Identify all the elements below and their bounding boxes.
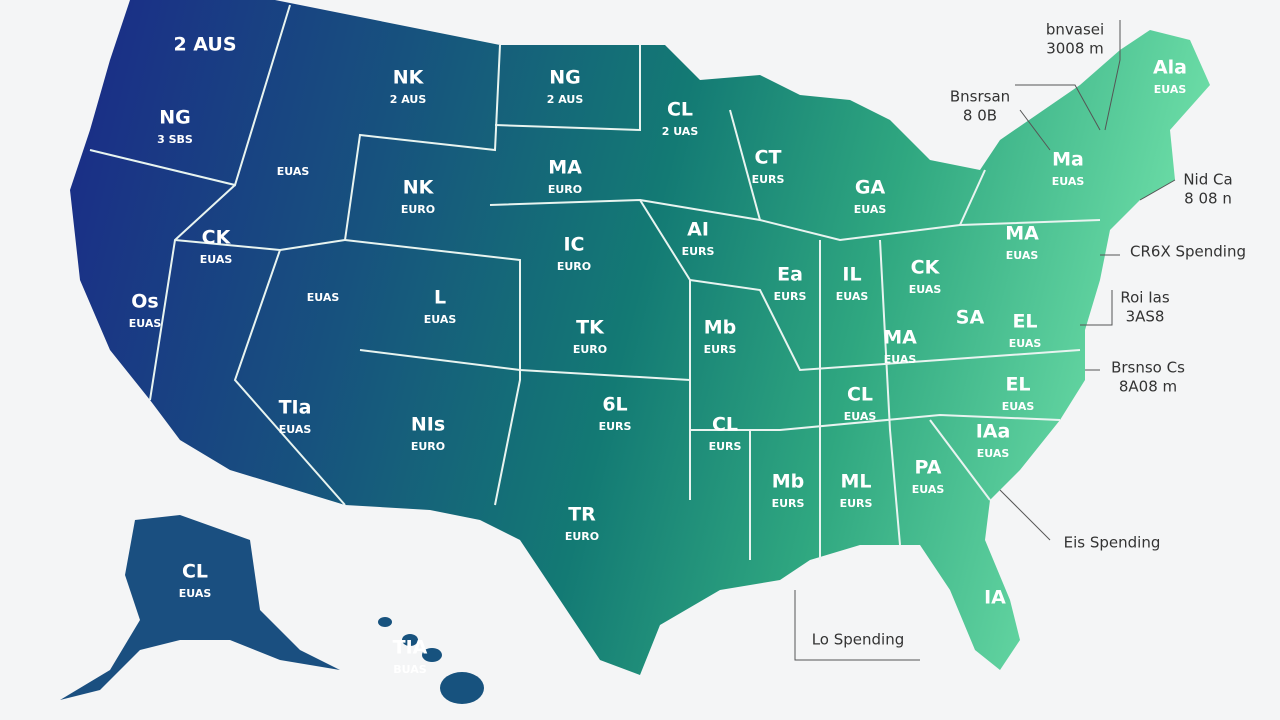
state-value: EUAS: [307, 291, 340, 304]
callout-text: bnvasei: [1046, 21, 1104, 39]
state-label: IC: [563, 234, 584, 256]
state-label: NK: [403, 177, 435, 199]
state-value: EUAS: [977, 447, 1010, 460]
state-value: EUAS: [836, 290, 869, 303]
state-value: EURS: [709, 440, 742, 453]
state-value: EUAS: [1002, 400, 1035, 413]
state-label: 6L: [602, 394, 627, 416]
state-label: TR: [568, 504, 596, 526]
state-value: EURO: [573, 343, 607, 356]
state-value: EURO: [411, 440, 445, 453]
state-value: BUAS: [393, 663, 426, 676]
callout-text: Roi Ias: [1120, 289, 1169, 307]
state-value: EURS: [682, 245, 715, 258]
state-label: Ala: [1153, 57, 1187, 79]
state-label: Mb: [772, 471, 805, 493]
state-value: EURS: [599, 420, 632, 433]
state-label: EL: [1005, 374, 1030, 396]
state-value: EUAS: [912, 483, 945, 496]
state-borders: [89, 4, 1101, 560]
state-label: MA: [883, 327, 917, 349]
state-value: EUAS: [1009, 337, 1042, 350]
state-label: CL: [712, 414, 738, 436]
state-value: EUAS: [279, 423, 312, 436]
state-label: Mb: [704, 317, 737, 339]
state-value: EURS: [752, 173, 785, 186]
state-label: CK: [202, 227, 232, 249]
state-value: EUAS: [200, 253, 233, 266]
state-value: EURS: [704, 343, 737, 356]
state-label: IAa: [976, 421, 1011, 443]
state-label: TIA: [393, 637, 428, 659]
state-value: EURS: [840, 497, 873, 510]
callout-text: 8 08 n: [1184, 190, 1232, 208]
callout-text: Brsnso Cs: [1111, 359, 1185, 377]
state-value: EUAS: [1006, 249, 1039, 262]
state-label: Ma: [1052, 149, 1084, 171]
state-value: EUAS: [277, 165, 310, 178]
callout-text: 3AS8: [1126, 308, 1165, 326]
state-value: EUAS: [1154, 83, 1187, 96]
state-label: TK: [576, 317, 605, 339]
alaska: [60, 515, 340, 700]
callout-text: Bnsrsan: [950, 88, 1010, 106]
hawaii: [378, 617, 484, 704]
state-label: SA: [956, 307, 985, 329]
state-label: ML: [840, 471, 871, 493]
callout-text: 8 0B: [963, 107, 997, 125]
state-value: 2 UAS: [662, 125, 699, 138]
state-value: EUAS: [884, 353, 917, 366]
state-value: EUAS: [844, 410, 877, 423]
state-value: EUAS: [179, 587, 212, 600]
state-label: PA: [915, 457, 942, 479]
state-value: EURO: [401, 203, 435, 216]
state-label: Os: [131, 291, 158, 313]
state-value: EUAS: [854, 203, 887, 216]
state-value: 2 AUS: [547, 93, 584, 106]
state-value: EURS: [772, 497, 805, 510]
state-value: EURO: [565, 530, 599, 543]
callout-text: Eis Spending: [1064, 534, 1161, 552]
callout-text: 3008 m: [1046, 40, 1104, 58]
state-label: CT: [755, 147, 782, 169]
state-label: GA: [855, 177, 886, 199]
callout-text: CR6X Spending: [1130, 243, 1246, 261]
state-label: Ea: [777, 264, 803, 286]
state-label: MA: [1005, 223, 1039, 245]
state-value: EURO: [557, 260, 591, 273]
state-label: NG: [549, 67, 581, 89]
callout-text: 8A08 m: [1119, 378, 1177, 396]
state-label: CL: [667, 99, 693, 121]
state-value: EUAS: [424, 313, 457, 326]
callout-leaders: [794, 20, 1176, 661]
state-label: MA: [548, 157, 582, 179]
callout-text: Nid Ca: [1183, 171, 1232, 189]
state-label: 2 AUS: [173, 34, 236, 56]
state-value: EURS: [774, 290, 807, 303]
callout-text: Lo Spending: [812, 631, 905, 649]
state-label: NIs: [411, 414, 445, 436]
state-label: CK: [911, 257, 941, 279]
state-label: L: [434, 287, 446, 309]
state-value: EUAS: [909, 283, 942, 296]
state-label: NK: [393, 67, 425, 89]
state-value: EUAS: [129, 317, 162, 330]
state-label: IA: [984, 587, 1006, 609]
state-label: AI: [687, 219, 709, 241]
state-value: EURO: [548, 183, 582, 196]
state-value: EUAS: [1052, 175, 1085, 188]
state-label: IL: [842, 264, 861, 286]
state-label: TIa: [279, 397, 312, 419]
state-value: 2 AUS: [390, 93, 427, 106]
state-label: CL: [847, 384, 873, 406]
state-label: NG: [159, 107, 191, 129]
state-value: 3 SBS: [157, 133, 193, 146]
state-label: EL: [1012, 311, 1037, 333]
state-label: CL: [182, 561, 208, 583]
